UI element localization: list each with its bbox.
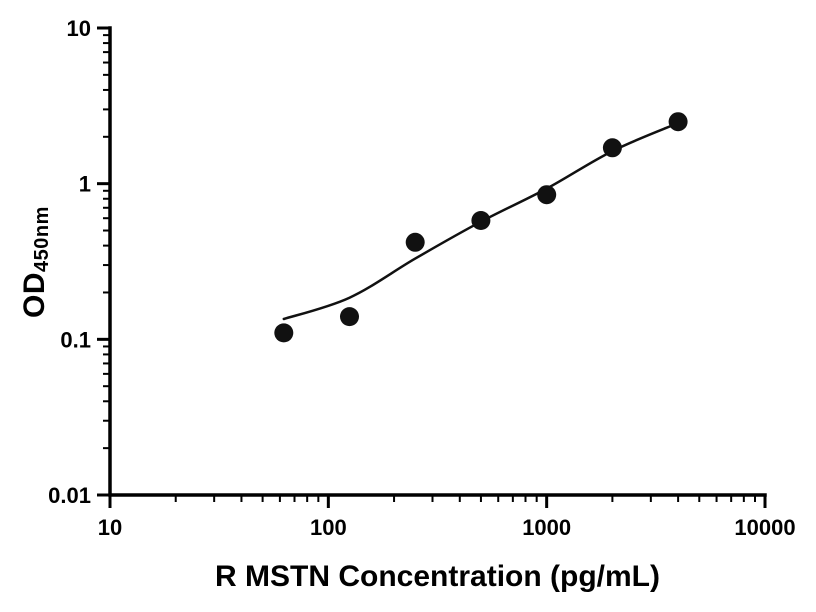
y-tick-label: 0.1 — [60, 327, 91, 352]
data-point — [602, 138, 622, 158]
y-axis-title-subscript: 450nm — [31, 206, 53, 272]
data-point — [340, 307, 359, 327]
x-axis-title: R MSTN Concentration (pg/mL) — [215, 560, 660, 593]
data-point — [668, 112, 688, 132]
y-tick-label: 0.01 — [48, 483, 91, 508]
data-point — [471, 211, 491, 230]
data-point — [274, 323, 294, 343]
x-tick-label: 10000 — [734, 515, 795, 540]
axis-spines — [108, 26, 767, 497]
data-point — [405, 232, 425, 252]
y-tick-label: 1 — [79, 172, 91, 197]
data-point — [537, 185, 557, 205]
y-tick-label: 10 — [67, 16, 91, 41]
y-axis-title: OD450nm — [18, 206, 54, 318]
x-tick-label: 100 — [310, 515, 347, 540]
x-tick-label: 1000 — [522, 515, 571, 540]
x-tick-label: 10 — [98, 515, 122, 540]
y-axis-title-main: OD — [18, 271, 51, 318]
